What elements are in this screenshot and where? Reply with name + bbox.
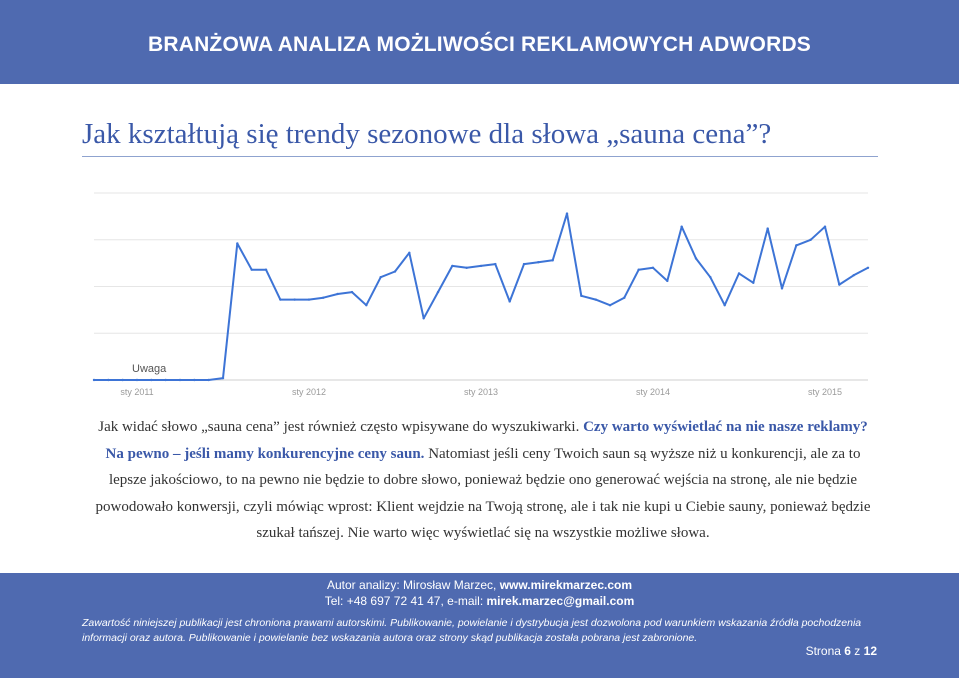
page-number: Strona 6 z 12	[806, 644, 877, 658]
data-point	[680, 225, 683, 228]
x-tick-label: sty 2015	[808, 387, 842, 397]
data-point	[365, 304, 368, 307]
data-point	[594, 298, 597, 301]
body-intro: Jak widać słowo „sauna cena” jest równie…	[98, 419, 584, 435]
data-point	[852, 274, 855, 277]
body-highlight: Czy warto wyświetlać na nie nasze reklam…	[105, 419, 868, 462]
data-point	[322, 296, 325, 299]
data-point	[178, 378, 182, 382]
data-point	[809, 238, 812, 241]
data-point	[723, 304, 726, 307]
data-point	[307, 298, 311, 301]
footer-author: Autor analizy: Mirosław Marzec, www.mire…	[0, 578, 959, 592]
data-point	[479, 264, 483, 268]
data-point	[193, 378, 196, 382]
header-title: BRANŻOWA ANALIZA MOŻLIWOŚCI REKLAMOWYCH …	[147, 33, 812, 56]
data-point	[92, 378, 96, 382]
data-point	[766, 227, 769, 230]
data-point	[336, 292, 339, 296]
data-point	[207, 378, 210, 382]
data-point	[379, 275, 382, 279]
x-tick-label: sty 2012	[292, 387, 326, 397]
data-point	[752, 281, 755, 284]
section-heading: Jak kształtują się trendy sezonowe dla s…	[82, 118, 772, 150]
data-point	[565, 212, 569, 215]
data-point	[264, 268, 268, 271]
body-rest: Natomiast jeśli ceny Twoich saun są wyżs…	[95, 445, 871, 542]
data-point	[623, 296, 626, 299]
data-point	[580, 294, 583, 298]
page-prefix: Strona	[805, 644, 845, 658]
contact-label: Tel: +48 697 72 41 47, e-mail:	[324, 594, 487, 608]
data-point	[780, 287, 784, 290]
body-paragraph: Jak widać słowo „sauna cena” jest równie…	[88, 414, 878, 547]
data-point	[236, 242, 239, 245]
author-site-link[interactable]: www.mirekmarzec.com	[499, 578, 632, 592]
data-point	[551, 259, 554, 262]
series-line	[94, 212, 869, 381]
data-point	[465, 266, 468, 269]
page-footer: Autor analizy: Mirosław Marzec, www.mire…	[0, 573, 959, 678]
annotation-label: Uwaga	[132, 363, 167, 375]
data-point	[451, 264, 454, 268]
heading-divider	[82, 156, 878, 157]
page-separator: z	[850, 644, 864, 658]
data-point	[795, 244, 798, 247]
data-point	[393, 270, 397, 273]
data-point	[666, 279, 669, 283]
data-point	[651, 266, 655, 269]
data-point	[694, 257, 698, 260]
contact-email-link[interactable]: mirek.marzec@gmail.com	[486, 594, 635, 608]
x-tick-label: sty 2014	[636, 387, 670, 397]
data-point	[436, 290, 440, 294]
data-point	[494, 262, 497, 266]
footer-contact: Tel: +48 697 72 41 47, e-mail: mirek.mar…	[0, 594, 959, 608]
data-point	[637, 268, 640, 271]
page-total: 12	[863, 644, 877, 658]
data-point	[150, 378, 153, 382]
data-point	[823, 225, 827, 228]
data-point	[508, 300, 511, 303]
data-point	[121, 378, 124, 382]
author-label: Autor analizy: Mirosław Marzec,	[327, 578, 500, 592]
data-point	[350, 290, 354, 294]
x-tick-label: sty 2011	[120, 387, 153, 397]
page-current: 6	[844, 644, 851, 658]
data-point	[422, 317, 425, 320]
data-point	[537, 260, 540, 264]
data-point	[221, 376, 225, 380]
data-point	[408, 251, 411, 255]
data-point	[866, 266, 870, 269]
page-header: BRANŻOWA ANALIZA MOŻLIWOŚCI REKLAMOWYCH …	[0, 0, 959, 84]
data-point	[279, 298, 282, 301]
trend-chart: sty 2011 sty 2012 sty 2013 sty 2014 sty 2015…	[92, 192, 870, 397]
data-point	[293, 298, 296, 301]
data-point	[522, 262, 526, 266]
data-point	[608, 304, 612, 307]
data-point	[709, 275, 712, 279]
data-point	[107, 378, 110, 382]
data-point	[164, 378, 167, 382]
copyright-notice: Zawartość niniejszej publikacji jest chr…	[82, 617, 862, 644]
x-tick-label: sty 2013	[464, 387, 498, 397]
data-point	[135, 378, 139, 382]
data-point	[838, 283, 841, 286]
data-point	[250, 268, 253, 271]
data-point	[737, 272, 741, 275]
